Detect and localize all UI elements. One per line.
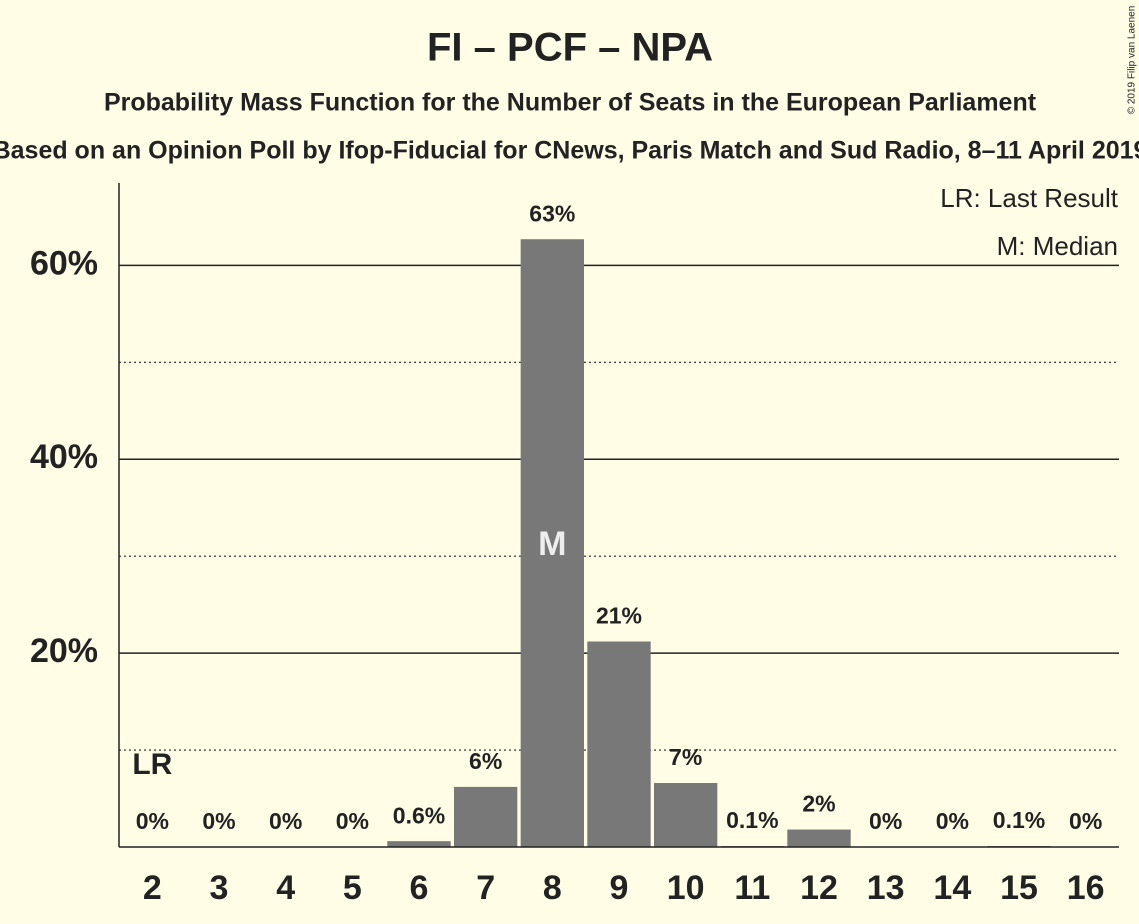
x-tick-label: 6 bbox=[410, 869, 429, 907]
x-tick-label: 13 bbox=[867, 869, 905, 907]
data-label: 7% bbox=[669, 744, 702, 770]
chart-subtitle: Probability Mass Function for the Number… bbox=[104, 89, 1037, 117]
x-tick-label: 7 bbox=[476, 869, 495, 907]
data-label: 0% bbox=[202, 808, 235, 834]
data-label: 0.6% bbox=[393, 802, 445, 828]
last-result-marker: LR bbox=[132, 748, 172, 781]
bar bbox=[654, 783, 718, 847]
y-tick-label: 40% bbox=[30, 438, 98, 476]
x-tick-label: 2 bbox=[143, 869, 162, 907]
legend-entry: LR: Last Result bbox=[940, 183, 1119, 213]
x-tick-label: 11 bbox=[734, 869, 770, 907]
bar bbox=[787, 829, 851, 847]
data-label: 0% bbox=[869, 808, 902, 834]
data-label: 0% bbox=[336, 808, 369, 834]
x-tick-label: 4 bbox=[276, 869, 295, 907]
x-tick-label: 3 bbox=[210, 869, 229, 907]
chart-title: FI – PCF – NPA bbox=[427, 26, 713, 70]
x-tick-label: 16 bbox=[1067, 869, 1105, 907]
bar bbox=[387, 841, 451, 847]
copyright: © 2019 Filip van Laenen bbox=[1127, 6, 1138, 115]
y-tick-label: 20% bbox=[30, 632, 98, 670]
data-label: 0% bbox=[1069, 808, 1102, 834]
bar bbox=[587, 641, 651, 847]
data-label: 6% bbox=[469, 748, 502, 774]
chart-subtitle: Based on an Opinion Poll by Ifop-Fiducia… bbox=[0, 137, 1139, 165]
data-label: 0% bbox=[936, 808, 969, 834]
x-tick-label: 12 bbox=[800, 869, 838, 907]
data-label: 21% bbox=[596, 603, 642, 629]
x-tick-label: 14 bbox=[933, 869, 971, 907]
x-tick-label: 5 bbox=[343, 869, 362, 907]
bar bbox=[520, 239, 584, 847]
bar bbox=[454, 786, 518, 847]
y-tick-label: 60% bbox=[30, 244, 98, 282]
data-label: 2% bbox=[802, 791, 835, 817]
x-tick-label: 15 bbox=[1000, 869, 1038, 907]
x-tick-label: 9 bbox=[610, 869, 629, 907]
data-label: 0% bbox=[136, 808, 169, 834]
x-tick-label: 10 bbox=[667, 869, 705, 907]
data-label: 0.1% bbox=[993, 807, 1045, 833]
data-label: 63% bbox=[529, 200, 575, 226]
x-tick-label: 8 bbox=[543, 869, 562, 907]
median-marker: M bbox=[538, 525, 566, 563]
data-label: 0.1% bbox=[726, 807, 778, 833]
data-label: 0% bbox=[269, 808, 302, 834]
legend-entry: M: Median bbox=[997, 231, 1118, 261]
